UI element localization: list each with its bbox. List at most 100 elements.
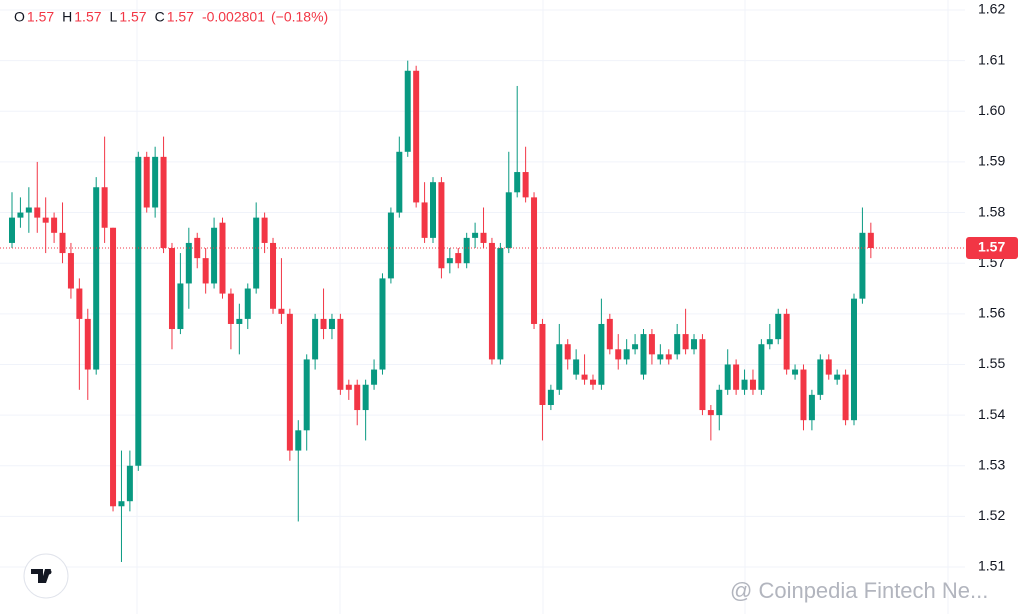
- candle-body: [800, 369, 807, 421]
- candle-body: [472, 232, 479, 238]
- candle-body: [387, 212, 394, 279]
- time-grid: [136, 0, 949, 614]
- candle-body: [261, 217, 268, 243]
- candle-body: [691, 339, 698, 350]
- header-change: -0.002801: [202, 9, 265, 25]
- candle-body: [227, 293, 234, 324]
- candle-body: [783, 313, 790, 370]
- candle-body: [792, 369, 799, 375]
- candle-body: [270, 242, 277, 309]
- candle-body: [219, 222, 226, 294]
- candle-body: [160, 156, 167, 249]
- candle-body: [194, 237, 201, 259]
- candle-body: [581, 374, 588, 380]
- candle-body: [632, 344, 639, 350]
- candle-body: [244, 288, 251, 319]
- header-label: H: [62, 9, 72, 25]
- candle-body: [640, 334, 647, 375]
- candle-body: [480, 232, 487, 243]
- candle-body: [396, 151, 403, 213]
- candle-body: [168, 248, 175, 330]
- header-value: 1.57: [167, 9, 194, 25]
- candle-body: [404, 70, 411, 152]
- header-value: 1.57: [74, 9, 101, 25]
- candle-body: [488, 242, 495, 360]
- candle-body: [312, 318, 319, 360]
- y-tick-label: 1.51: [978, 558, 1005, 574]
- candle-body: [514, 172, 521, 193]
- candle-body: [320, 318, 327, 330]
- candle-body: [118, 501, 125, 507]
- ohlc-header: O 1.57 H 1.57 L 1.57 C 1.57 -0.002801 (−0.18%): [14, 9, 328, 25]
- candle-body: [413, 70, 420, 203]
- candle-body: [25, 207, 32, 213]
- candle-body: [775, 313, 782, 340]
- candle-body: [438, 182, 445, 269]
- candle-body: [84, 318, 91, 370]
- price-axis: 1.51 1.52 1.53 1.54 1.55 1.56 1.57 1.58 1.59 1.60…: [966, 1, 1018, 574]
- candle-body: [354, 384, 361, 411]
- candle-body: [539, 323, 546, 405]
- candle-body: [682, 334, 689, 350]
- candle-body: [345, 384, 352, 390]
- candle-body: [303, 359, 310, 431]
- candle-body: [749, 379, 756, 390]
- candle-body: [379, 278, 386, 370]
- y-tick-label: 1.55: [978, 355, 1005, 371]
- candle-body: [589, 379, 596, 385]
- candle-body: [295, 430, 302, 451]
- candle-body: [278, 308, 285, 314]
- candle-body: [623, 349, 630, 360]
- y-tick-label: 1.61: [978, 51, 1005, 67]
- candle-body: [859, 232, 866, 299]
- candle-body: [286, 313, 293, 451]
- y-tick-label: 1.52: [978, 507, 1005, 523]
- candle-body: [185, 242, 192, 284]
- candle-body: [598, 323, 605, 385]
- candle-body: [17, 212, 24, 218]
- y-tick-label: 1.62: [978, 1, 1005, 17]
- candle-body: [615, 349, 622, 360]
- candle-body: [253, 217, 260, 289]
- y-tick-label: 1.56: [978, 305, 1005, 321]
- header-value: 1.57: [27, 9, 54, 25]
- candle-body: [421, 202, 428, 238]
- header-label: O: [14, 9, 25, 25]
- candle-body: [842, 374, 849, 421]
- last-price-label: 1.57: [978, 239, 1005, 255]
- candle-body: [76, 288, 83, 319]
- candle-body: [463, 237, 470, 264]
- candle-body: [573, 359, 580, 375]
- candle-body: [177, 283, 184, 330]
- candle-body: [51, 217, 58, 233]
- candle-body: [707, 410, 714, 416]
- candle-body: [674, 334, 681, 355]
- candle-body: [202, 258, 209, 284]
- candle-body: [497, 248, 504, 360]
- candle-body: [126, 465, 133, 502]
- y-tick-label: 1.58: [978, 203, 1005, 219]
- candle-body: [758, 344, 765, 390]
- candle-body: [59, 232, 66, 254]
- candle-body: [556, 344, 563, 390]
- header-value: 1.57: [119, 9, 146, 25]
- candle-body: [371, 369, 378, 385]
- candle-body: [101, 187, 108, 228]
- candle-body: [93, 187, 100, 370]
- candle-body: [446, 258, 453, 264]
- candle-body: [716, 389, 723, 416]
- candle-body: [665, 354, 672, 360]
- header-label: L: [110, 9, 118, 25]
- logo-mark: [31, 569, 51, 583]
- candle-body: [531, 197, 538, 324]
- candle-body: [766, 339, 773, 345]
- candle-body: [67, 253, 74, 289]
- last-price-box: [966, 237, 1018, 260]
- candle-body: [657, 354, 664, 360]
- candle-body: [337, 318, 344, 390]
- logo-dot: [46, 569, 52, 575]
- candle-body: [733, 364, 740, 390]
- candle-body: [42, 217, 49, 223]
- candle-body: [110, 227, 117, 507]
